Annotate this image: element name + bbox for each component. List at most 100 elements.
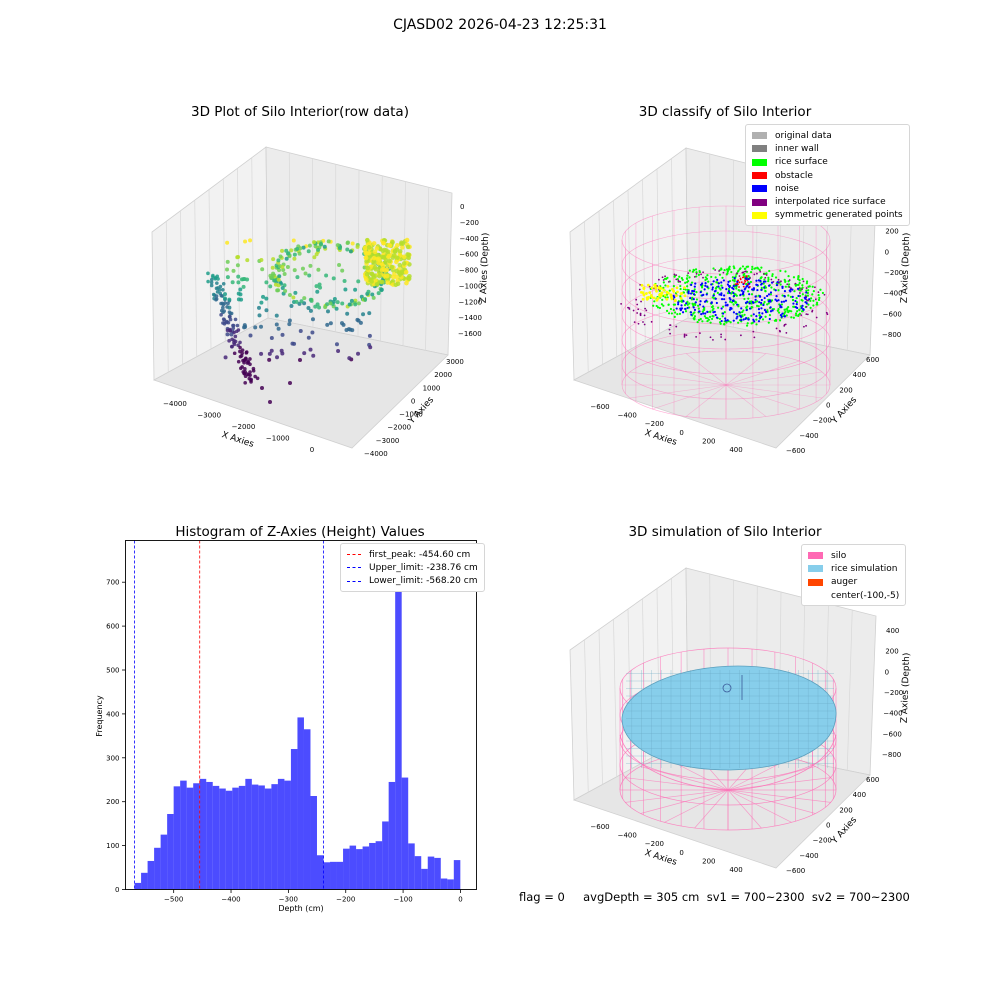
classified-point [663, 277, 667, 280]
classified-point [826, 313, 829, 316]
y-tick-label: −400 [799, 852, 818, 860]
panel4-zlabel: Z Axies (Depth) [900, 653, 912, 724]
classified-point [736, 303, 739, 306]
classified-point [700, 286, 704, 289]
classified-point [807, 289, 810, 292]
histogram-bar [258, 785, 265, 890]
classified-point [732, 303, 735, 306]
legend-item: inner wall [752, 142, 903, 155]
classified-point [794, 312, 798, 315]
classified-point [762, 303, 765, 307]
classified-point [728, 265, 731, 268]
classified-point [779, 330, 781, 333]
classified-point [722, 271, 725, 274]
data-point [243, 239, 248, 244]
panel3-title: Histogram of Z-Axies (Height) Values [175, 524, 425, 540]
classified-point [815, 301, 819, 304]
classified-point [686, 300, 689, 303]
classified-point [787, 306, 790, 309]
classified-point [695, 272, 698, 275]
classified-point [802, 307, 805, 311]
classified-point [724, 304, 727, 307]
histogram-bar [434, 857, 441, 890]
data-point [214, 294, 219, 298]
data-point [226, 301, 230, 306]
classified-point [749, 271, 753, 274]
classified-point [702, 271, 705, 274]
classified-point [785, 314, 788, 317]
classified-point [722, 305, 725, 308]
y-tick-label: 700 [106, 579, 119, 587]
classified-point [740, 334, 742, 337]
legend-swatch [808, 592, 823, 599]
histogram-bar [219, 788, 226, 890]
data-point [264, 296, 269, 301]
histogram-bar [401, 777, 409, 890]
classified-point [740, 289, 743, 292]
data-point [239, 366, 243, 371]
classified-point [667, 280, 670, 283]
data-point [381, 255, 386, 260]
classified-point [760, 286, 763, 289]
classified-point [757, 308, 761, 311]
data-point [376, 256, 381, 261]
histogram-bar [251, 784, 259, 890]
classified-point [673, 299, 677, 303]
histogram-bar [427, 856, 435, 890]
classified-point [680, 304, 683, 307]
data-point [223, 355, 228, 360]
data-point [276, 277, 281, 282]
classified-point [764, 280, 767, 283]
silo-floor-line [725, 384, 800, 410]
silo-floor-line [725, 371, 823, 386]
data-point [345, 311, 350, 316]
classified-point [706, 310, 709, 313]
classified-point [691, 296, 694, 299]
classified-point [791, 295, 794, 298]
data-point [371, 295, 376, 300]
classified-point [704, 312, 707, 315]
histogram-bar [167, 813, 174, 890]
classified-point [720, 319, 723, 323]
classified-point [767, 321, 770, 324]
classified-point [639, 313, 642, 316]
classified-point [628, 307, 630, 309]
classified-point [697, 304, 700, 307]
legend-item: Lower_limit: -568.20 cm [347, 575, 478, 588]
classified-point [800, 314, 803, 317]
classified-point [745, 324, 749, 327]
classified-point [755, 323, 758, 326]
classified-point [814, 298, 817, 301]
classified-point [692, 306, 695, 309]
grid-line [709, 153, 712, 323]
classified-point [706, 274, 709, 277]
legend-item: silo [808, 549, 899, 562]
classified-point [753, 320, 756, 323]
data-point [267, 351, 272, 356]
classified-point [679, 292, 683, 296]
classified-point [754, 267, 757, 270]
grid-line [584, 221, 589, 373]
legend-item: center(-100,-5) [808, 589, 899, 602]
classified-point [703, 300, 707, 303]
classified-point [790, 310, 793, 313]
data-point [302, 351, 307, 356]
classified-point [733, 278, 736, 282]
classified-point [648, 291, 652, 295]
histogram-bar [193, 783, 200, 890]
classified-point [677, 301, 680, 304]
legend-swatch [752, 132, 767, 140]
data-point [294, 299, 299, 304]
legend-item: interpolated rice surface [752, 195, 903, 208]
x-tick-label: −1000 [266, 435, 290, 443]
classified-point [809, 306, 812, 309]
classified-point [748, 282, 751, 285]
classified-point [760, 276, 763, 279]
z-tick-label: −400 [883, 710, 902, 718]
data-point [325, 302, 330, 307]
data-point [379, 287, 384, 292]
classified-point [775, 283, 779, 287]
classified-point [797, 294, 800, 298]
classified-point [718, 273, 722, 276]
data-point [210, 277, 214, 282]
